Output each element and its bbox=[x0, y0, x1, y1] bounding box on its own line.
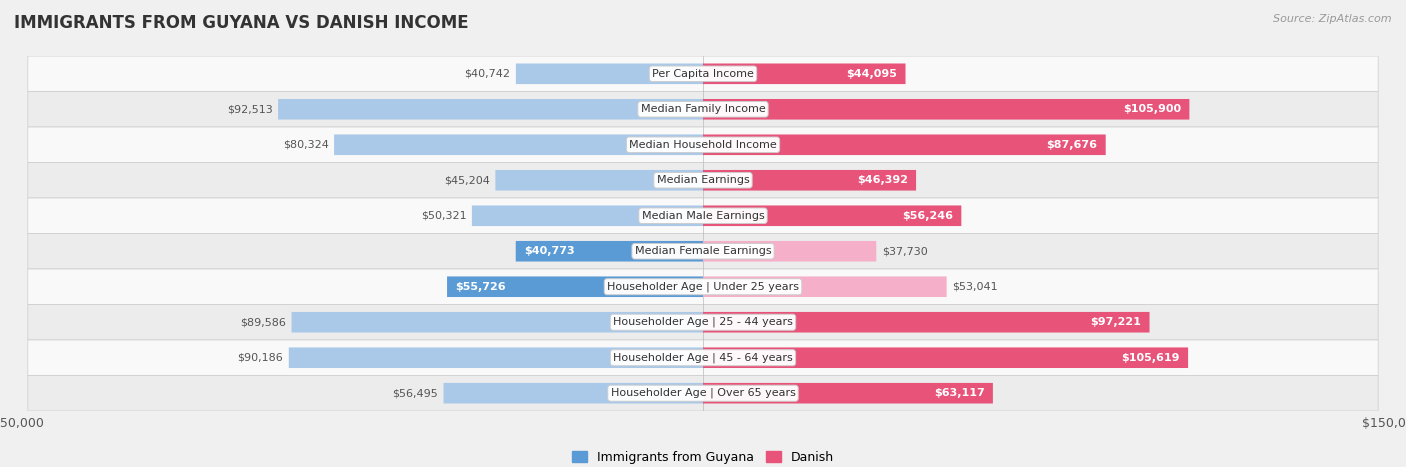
FancyBboxPatch shape bbox=[291, 312, 703, 333]
Text: Householder Age | 45 - 64 years: Householder Age | 45 - 64 years bbox=[613, 353, 793, 363]
FancyBboxPatch shape bbox=[447, 276, 703, 297]
Text: $50,321: $50,321 bbox=[420, 211, 467, 221]
Text: Median Family Income: Median Family Income bbox=[641, 104, 765, 114]
Text: IMMIGRANTS FROM GUYANA VS DANISH INCOME: IMMIGRANTS FROM GUYANA VS DANISH INCOME bbox=[14, 14, 468, 32]
FancyBboxPatch shape bbox=[516, 64, 703, 84]
FancyBboxPatch shape bbox=[28, 340, 1378, 375]
FancyBboxPatch shape bbox=[28, 269, 1378, 304]
FancyBboxPatch shape bbox=[703, 383, 993, 403]
FancyBboxPatch shape bbox=[703, 347, 1188, 368]
Text: $105,619: $105,619 bbox=[1122, 353, 1180, 363]
Text: $80,324: $80,324 bbox=[283, 140, 329, 150]
FancyBboxPatch shape bbox=[703, 64, 905, 84]
FancyBboxPatch shape bbox=[703, 134, 1105, 155]
Text: $56,495: $56,495 bbox=[392, 388, 439, 398]
FancyBboxPatch shape bbox=[703, 276, 946, 297]
FancyBboxPatch shape bbox=[495, 170, 703, 191]
Text: Source: ZipAtlas.com: Source: ZipAtlas.com bbox=[1274, 14, 1392, 24]
Text: $89,586: $89,586 bbox=[240, 317, 285, 327]
Text: Per Capita Income: Per Capita Income bbox=[652, 69, 754, 79]
Text: $92,513: $92,513 bbox=[226, 104, 273, 114]
Text: $46,392: $46,392 bbox=[856, 175, 908, 185]
FancyBboxPatch shape bbox=[28, 163, 1378, 198]
FancyBboxPatch shape bbox=[28, 198, 1378, 234]
FancyBboxPatch shape bbox=[335, 134, 703, 155]
FancyBboxPatch shape bbox=[703, 312, 1150, 333]
Text: $40,742: $40,742 bbox=[464, 69, 510, 79]
Text: $37,730: $37,730 bbox=[882, 246, 928, 256]
FancyBboxPatch shape bbox=[703, 205, 962, 226]
Text: Householder Age | Under 25 years: Householder Age | Under 25 years bbox=[607, 282, 799, 292]
Text: Median Male Earnings: Median Male Earnings bbox=[641, 211, 765, 221]
FancyBboxPatch shape bbox=[443, 383, 703, 403]
Text: Householder Age | 25 - 44 years: Householder Age | 25 - 44 years bbox=[613, 317, 793, 327]
FancyBboxPatch shape bbox=[703, 170, 917, 191]
FancyBboxPatch shape bbox=[516, 241, 703, 262]
Text: Median Earnings: Median Earnings bbox=[657, 175, 749, 185]
FancyBboxPatch shape bbox=[703, 99, 1189, 120]
Text: $97,221: $97,221 bbox=[1091, 317, 1142, 327]
Text: $90,186: $90,186 bbox=[238, 353, 283, 363]
FancyBboxPatch shape bbox=[28, 92, 1378, 127]
FancyBboxPatch shape bbox=[28, 304, 1378, 340]
Text: $56,246: $56,246 bbox=[903, 211, 953, 221]
Text: $53,041: $53,041 bbox=[952, 282, 998, 292]
FancyBboxPatch shape bbox=[472, 205, 703, 226]
Text: Median Female Earnings: Median Female Earnings bbox=[634, 246, 772, 256]
Text: Median Household Income: Median Household Income bbox=[628, 140, 778, 150]
Text: $44,095: $44,095 bbox=[846, 69, 897, 79]
Text: $105,900: $105,900 bbox=[1123, 104, 1181, 114]
Text: $63,117: $63,117 bbox=[934, 388, 984, 398]
FancyBboxPatch shape bbox=[703, 241, 876, 262]
FancyBboxPatch shape bbox=[28, 375, 1378, 411]
FancyBboxPatch shape bbox=[278, 99, 703, 120]
FancyBboxPatch shape bbox=[28, 56, 1378, 92]
FancyBboxPatch shape bbox=[28, 127, 1378, 163]
Text: $55,726: $55,726 bbox=[456, 282, 506, 292]
FancyBboxPatch shape bbox=[288, 347, 703, 368]
Text: Householder Age | Over 65 years: Householder Age | Over 65 years bbox=[610, 388, 796, 398]
Text: $40,773: $40,773 bbox=[524, 246, 575, 256]
Text: $45,204: $45,204 bbox=[444, 175, 489, 185]
Text: $87,676: $87,676 bbox=[1046, 140, 1098, 150]
FancyBboxPatch shape bbox=[28, 234, 1378, 269]
Legend: Immigrants from Guyana, Danish: Immigrants from Guyana, Danish bbox=[567, 446, 839, 467]
